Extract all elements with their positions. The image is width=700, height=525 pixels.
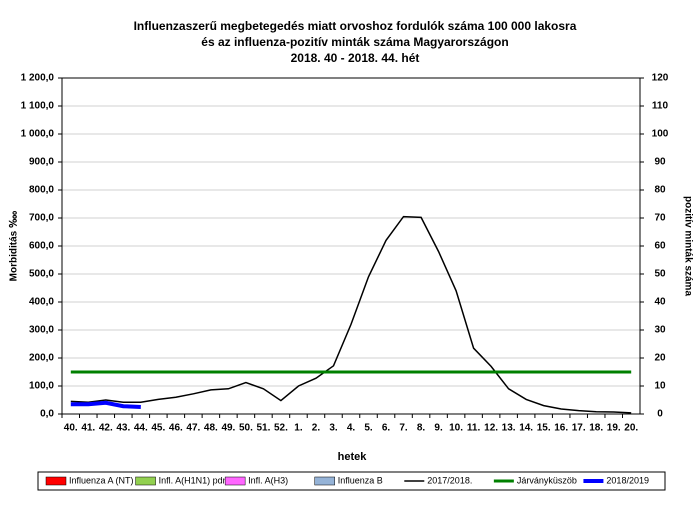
x-tick-label: 47.: [186, 423, 200, 434]
y2-tick-label: 120: [652, 73, 669, 84]
y-tick-label: 1 200,0: [21, 73, 55, 84]
x-tick-label: 44.: [134, 423, 148, 434]
x-tick-label: 1.: [294, 423, 303, 434]
x-tick-label: 15.: [537, 423, 551, 434]
y2-tick-label: 110: [652, 101, 669, 112]
x-tick-label: 9.: [434, 423, 443, 434]
x-tick-label: 3.: [329, 423, 338, 434]
x-tick-label: 51.: [256, 423, 270, 434]
chart-title: 2018. 40 - 2018. 44. hét: [291, 51, 420, 65]
y2-tick-label: 0: [657, 409, 663, 420]
legend-label: Infl. A(H1N1) pdm09: [159, 475, 241, 485]
y2-tick-label: 30: [654, 325, 666, 336]
y-tick-label: 1 000,0: [21, 129, 55, 140]
chart-title: és az influenza-pozitív minták száma Mag…: [201, 35, 508, 49]
y2-tick-label: 10: [654, 381, 666, 392]
legend-box: [37, 471, 666, 491]
y2-tick-label: 70: [654, 213, 666, 224]
y-tick-label: 800,0: [29, 185, 54, 196]
x-tick-label: 4.: [347, 423, 356, 434]
y2-tick-label: 90: [654, 157, 666, 168]
legend-swatch: [314, 476, 335, 486]
y-tick-label: 0,0: [40, 409, 54, 420]
y-tick-label: 500,0: [29, 269, 54, 280]
series-line: [70, 400, 141, 409]
legend-label: 2018/2019: [606, 475, 649, 485]
series-line: [70, 215, 632, 414]
x-tick-label: 2.: [312, 423, 321, 434]
x-tick-label: 17.: [572, 423, 586, 434]
y2-tick-label: 80: [654, 185, 666, 196]
plot-frame: [61, 77, 641, 415]
x-tick-label: 19.: [607, 423, 621, 434]
legend-label: Járványküszöb: [517, 475, 577, 485]
x-tick-label: 10.: [449, 423, 463, 434]
x-tick-label: 14.: [519, 423, 533, 434]
x-tick-label: 20.: [624, 423, 638, 434]
x-tick-label: 42.: [99, 423, 113, 434]
y2-tick-label: 20: [654, 353, 666, 364]
y2-tick-label: 40: [654, 297, 666, 308]
legend-swatch: [224, 476, 246, 486]
x-tick-label: 48.: [204, 423, 218, 434]
y2-tick-label: 50: [654, 269, 666, 280]
x-tick-label: 11.: [467, 423, 481, 434]
y-tick-label: 300,0: [29, 325, 54, 336]
x-tick-label: 41.: [81, 423, 95, 434]
legend-label: 2017/2018.: [427, 475, 472, 485]
legend-label: Infl. A(H3): [248, 475, 288, 485]
y-tick-label: 700,0: [29, 213, 54, 224]
y-tick-label: 1 100,0: [21, 101, 55, 112]
x-tick-label: 40.: [64, 423, 78, 434]
x-axis-label: hetek: [338, 451, 368, 463]
y-tick-label: 400,0: [29, 297, 54, 308]
x-tick-label: 16.: [554, 423, 568, 434]
x-tick-label: 6.: [382, 423, 391, 434]
x-tick-label: 50.: [239, 423, 253, 434]
x-tick-label: 43.: [116, 423, 130, 434]
x-tick-label: 5.: [364, 423, 373, 434]
x-tick-label: 12.: [484, 423, 498, 434]
x-tick-label: 49.: [221, 423, 235, 434]
legend-swatch: [135, 476, 156, 486]
x-tick-label: 45.: [151, 423, 165, 434]
x-tick-label: 52.: [274, 423, 288, 434]
x-tick-label: 18.: [589, 423, 603, 434]
chart-title: Influenzaszerű megbetegedés miatt orvosh…: [134, 19, 577, 33]
y-tick-label: 200,0: [29, 353, 54, 364]
legend-swatch: [45, 476, 67, 486]
x-tick-label: 7.: [399, 423, 408, 434]
y-axis-label: Morbiditás ‱: [9, 210, 20, 281]
legend-label: Influenza A (NT): [69, 475, 134, 485]
y2-axis-label: pozitív minták száma: [682, 196, 693, 296]
y2-tick-label: 100: [652, 129, 669, 140]
y-tick-label: 100,0: [29, 381, 54, 392]
y-tick-label: 900,0: [29, 157, 54, 168]
legend-label: Influenza B: [338, 475, 383, 485]
x-tick-label: 46.: [169, 423, 183, 434]
x-tick-label: 13.: [502, 423, 516, 434]
x-tick-label: 8.: [417, 423, 426, 434]
y-tick-label: 600,0: [29, 241, 54, 252]
y2-tick-label: 60: [654, 241, 666, 252]
